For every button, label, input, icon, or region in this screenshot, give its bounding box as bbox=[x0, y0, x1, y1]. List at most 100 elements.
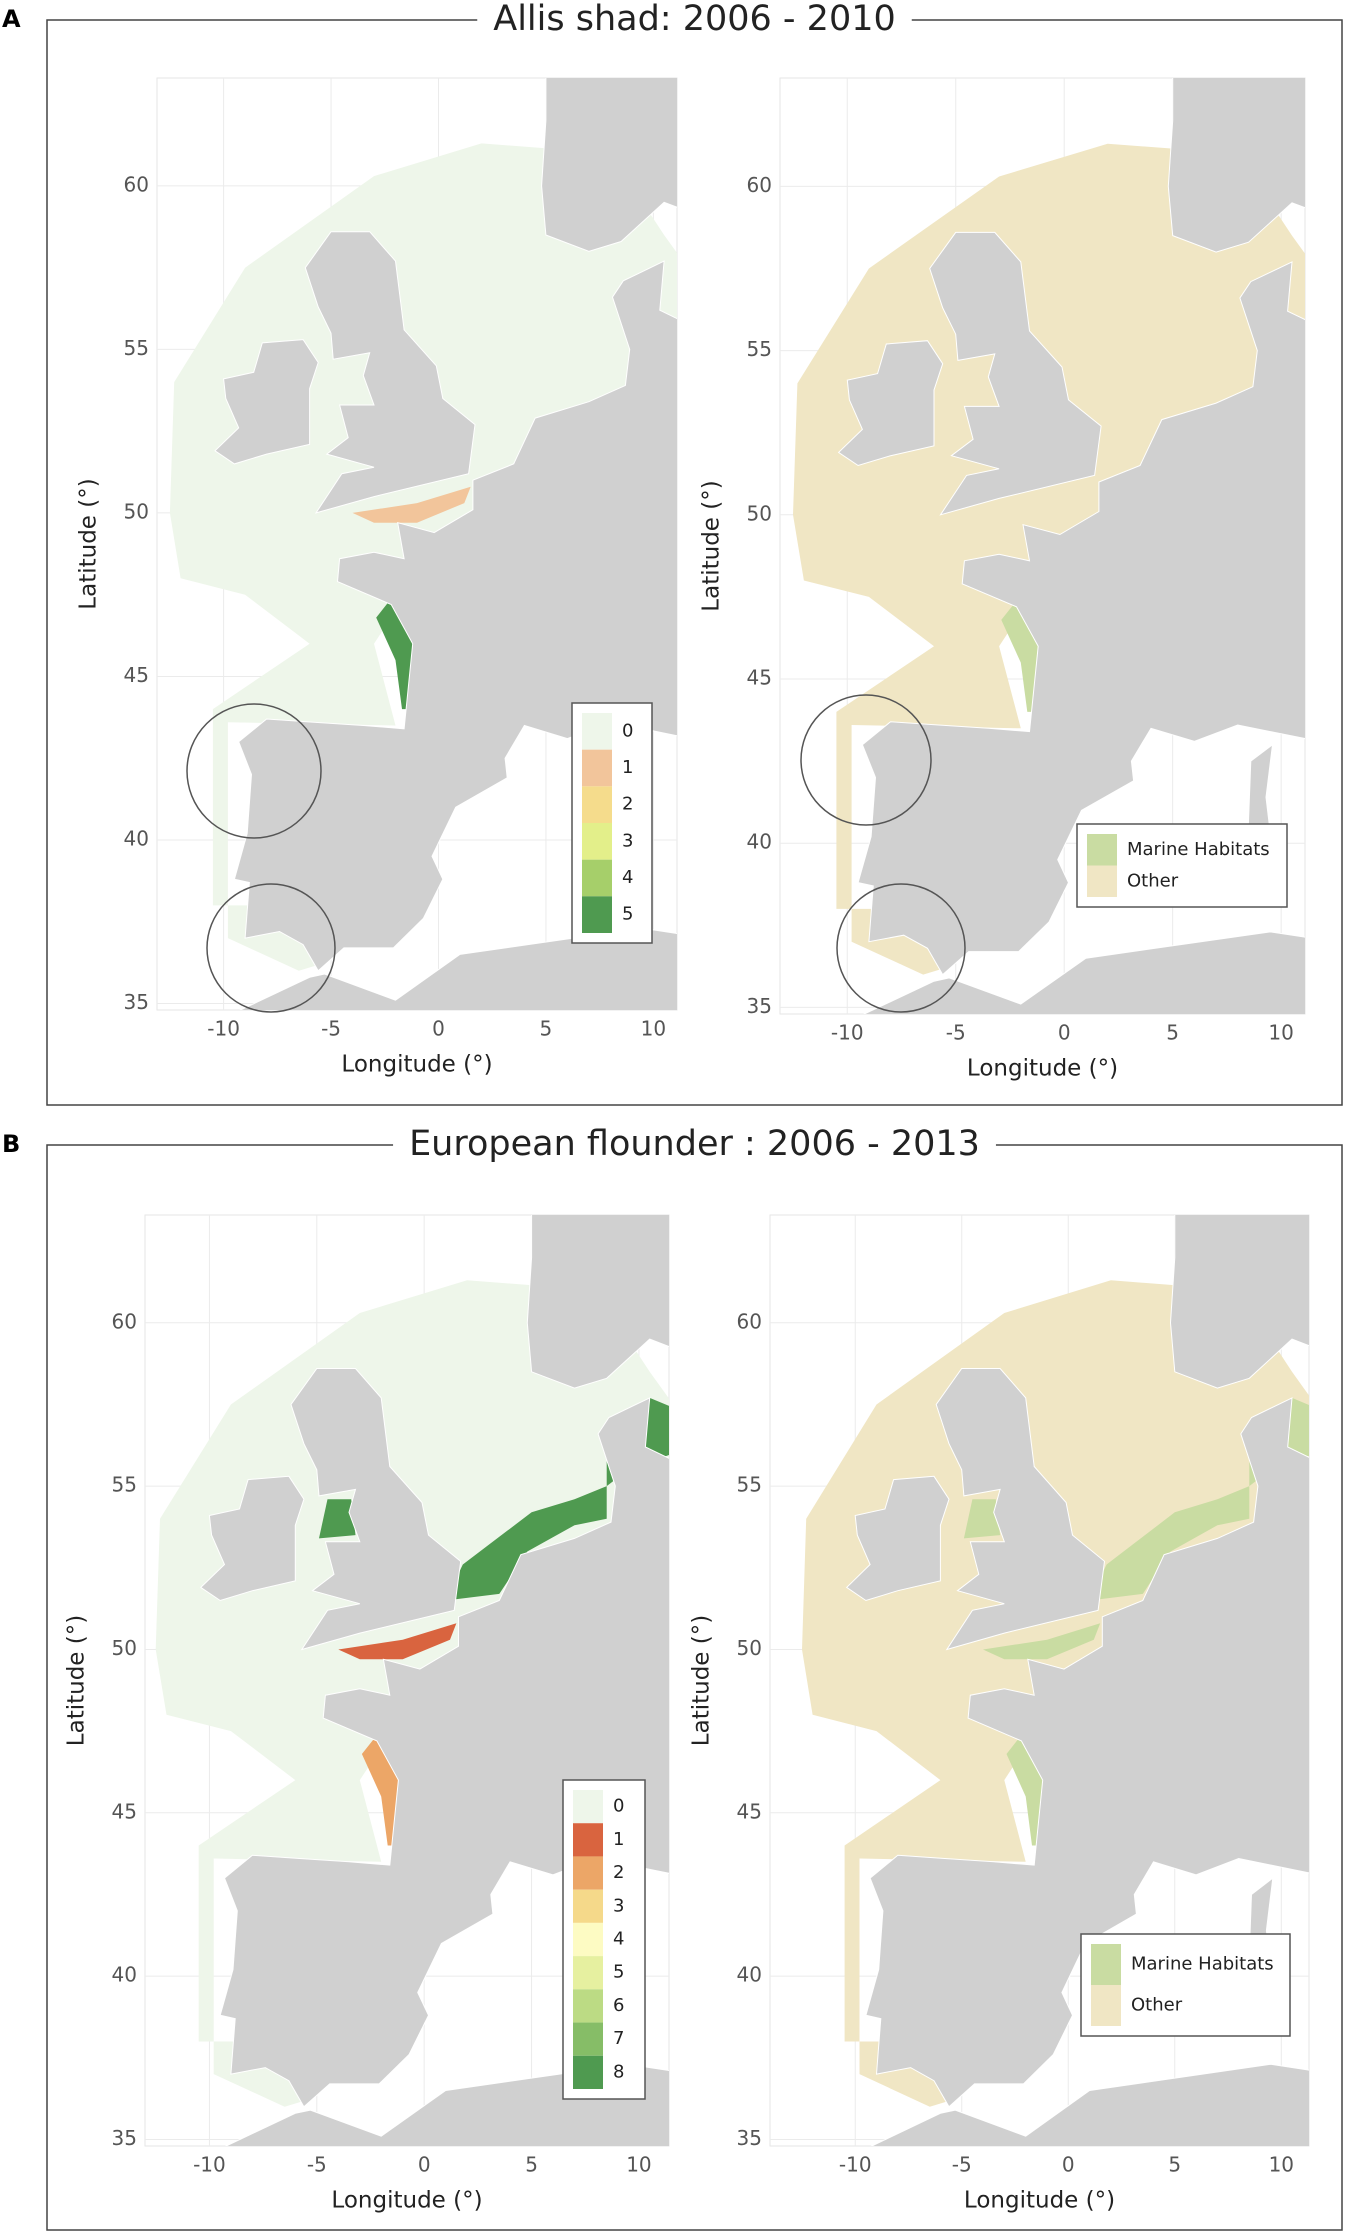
legend-label: 5 bbox=[622, 904, 633, 925]
legend-swatch bbox=[1087, 865, 1117, 897]
x-tick-label: 0 bbox=[1062, 2153, 1075, 2177]
legend-swatch bbox=[573, 1889, 603, 1923]
land bbox=[526, 1215, 669, 1389]
y-tick-label: 40 bbox=[124, 826, 149, 850]
x-axis-label: Longitude (°) bbox=[341, 1052, 492, 1078]
legend-swatch bbox=[582, 749, 612, 787]
x-tick-label: -10 bbox=[831, 1021, 864, 1045]
legend-swatch bbox=[573, 2055, 603, 2089]
y-tick-label: 35 bbox=[124, 990, 149, 1014]
land bbox=[837, 340, 944, 467]
legend-swatch bbox=[582, 786, 612, 823]
habitat-region bbox=[352, 486, 471, 523]
habitat-region bbox=[319, 1499, 356, 1539]
x-tick-label: -5 bbox=[952, 2153, 972, 2177]
x-tick-label: -5 bbox=[946, 1021, 966, 1045]
x-tick-label: -10 bbox=[207, 1017, 240, 1041]
x-tick-label: 0 bbox=[432, 1017, 445, 1041]
zoom-circle bbox=[800, 694, 932, 826]
land bbox=[863, 931, 1305, 1014]
panel-title: European flounder : 2006 - 2013 bbox=[409, 1124, 980, 1164]
x-tick-label: 10 bbox=[641, 1017, 666, 1041]
legend-swatch bbox=[573, 1790, 603, 1824]
legend-label: 2 bbox=[622, 794, 633, 815]
x-tick-label: 10 bbox=[1269, 2153, 1294, 2177]
panel-title: Allis shad: 2006 - 2010 bbox=[493, 0, 896, 39]
x-tick-label: 5 bbox=[540, 1017, 553, 1041]
habitat-region bbox=[983, 1623, 1101, 1660]
y-tick-label: 45 bbox=[737, 1799, 762, 1823]
legend-label: 5 bbox=[613, 1962, 624, 1983]
land bbox=[225, 2063, 669, 2146]
y-tick-label: 40 bbox=[112, 1963, 137, 1987]
legend-swatch bbox=[573, 1956, 603, 1990]
y-axis-label: Latitude (°) bbox=[76, 478, 102, 609]
y-tick-label: 50 bbox=[747, 501, 772, 525]
land bbox=[239, 927, 677, 1010]
legend-label: 3 bbox=[613, 1895, 624, 1916]
x-tick-label: 0 bbox=[418, 2153, 431, 2177]
title-background bbox=[393, 1142, 996, 1148]
legend-label: Other bbox=[1127, 870, 1179, 891]
legend-label: 0 bbox=[622, 720, 633, 741]
y-tick-label: 50 bbox=[124, 499, 149, 523]
x-tick-label: -10 bbox=[193, 2153, 226, 2177]
y-tick-label: 35 bbox=[747, 994, 772, 1018]
legend-label: 8 bbox=[613, 2061, 624, 2082]
y-tick-label: 45 bbox=[112, 1799, 137, 1823]
y-axis-label: Latitude (°) bbox=[699, 480, 725, 611]
x-axis-label: Longitude (°) bbox=[964, 2188, 1115, 2214]
map-layer bbox=[793, 78, 1305, 1014]
legend-swatch bbox=[582, 896, 612, 933]
x-tick-label: 10 bbox=[626, 2153, 651, 2177]
legend-swatch bbox=[582, 823, 612, 860]
legend-label: 0 bbox=[613, 1796, 624, 1817]
legend-swatch bbox=[573, 1989, 603, 2023]
legend-label: 2 bbox=[613, 1862, 624, 1883]
y-tick-label: 60 bbox=[747, 173, 772, 197]
panel-label: A bbox=[2, 5, 21, 33]
y-tick-label: 50 bbox=[737, 1636, 762, 1660]
zoom-circle bbox=[836, 883, 966, 1013]
y-tick-label: 55 bbox=[124, 336, 149, 360]
legend-swatch bbox=[573, 1922, 603, 1957]
map-layer bbox=[155, 1215, 669, 2146]
legend-swatch bbox=[573, 1856, 603, 1890]
y-tick-label: 40 bbox=[737, 1963, 762, 1987]
legend-label: 1 bbox=[622, 757, 633, 778]
habitat-region bbox=[338, 1623, 457, 1660]
y-tick-label: 45 bbox=[747, 666, 772, 690]
land bbox=[200, 1475, 305, 1602]
y-tick-label: 50 bbox=[112, 1636, 137, 1660]
x-tick-label: 5 bbox=[525, 2153, 538, 2177]
legend-label: Other bbox=[1131, 1995, 1183, 2016]
legend-label: 6 bbox=[613, 1995, 624, 2016]
x-tick-label: 10 bbox=[1268, 1021, 1293, 1045]
map-layer bbox=[169, 78, 677, 1010]
land bbox=[870, 2063, 1309, 2146]
legend-label: Marine Habitats bbox=[1131, 1954, 1274, 1975]
land bbox=[304, 231, 476, 514]
legend-label: 7 bbox=[613, 2028, 624, 2049]
land bbox=[214, 339, 319, 465]
map-layer bbox=[802, 1215, 1309, 2146]
y-tick-label: 35 bbox=[112, 2126, 137, 2150]
land bbox=[865, 1397, 1309, 2108]
y-axis-label: Latitude (°) bbox=[64, 1615, 90, 1746]
x-tick-label: -5 bbox=[307, 2153, 327, 2177]
title-background bbox=[477, 17, 912, 23]
y-tick-label: 40 bbox=[747, 830, 772, 854]
land bbox=[857, 261, 1305, 976]
y-tick-label: 60 bbox=[124, 172, 149, 196]
y-tick-label: 55 bbox=[112, 1473, 137, 1497]
legend-label: 1 bbox=[613, 1829, 624, 1850]
legend-label: 3 bbox=[622, 830, 633, 851]
legend-swatch bbox=[1091, 1944, 1121, 1985]
x-tick-label: -10 bbox=[839, 2153, 872, 2177]
land bbox=[929, 231, 1102, 516]
panel-label: B bbox=[2, 1130, 20, 1158]
y-tick-label: 45 bbox=[124, 663, 149, 687]
legend-swatch bbox=[1087, 834, 1117, 866]
